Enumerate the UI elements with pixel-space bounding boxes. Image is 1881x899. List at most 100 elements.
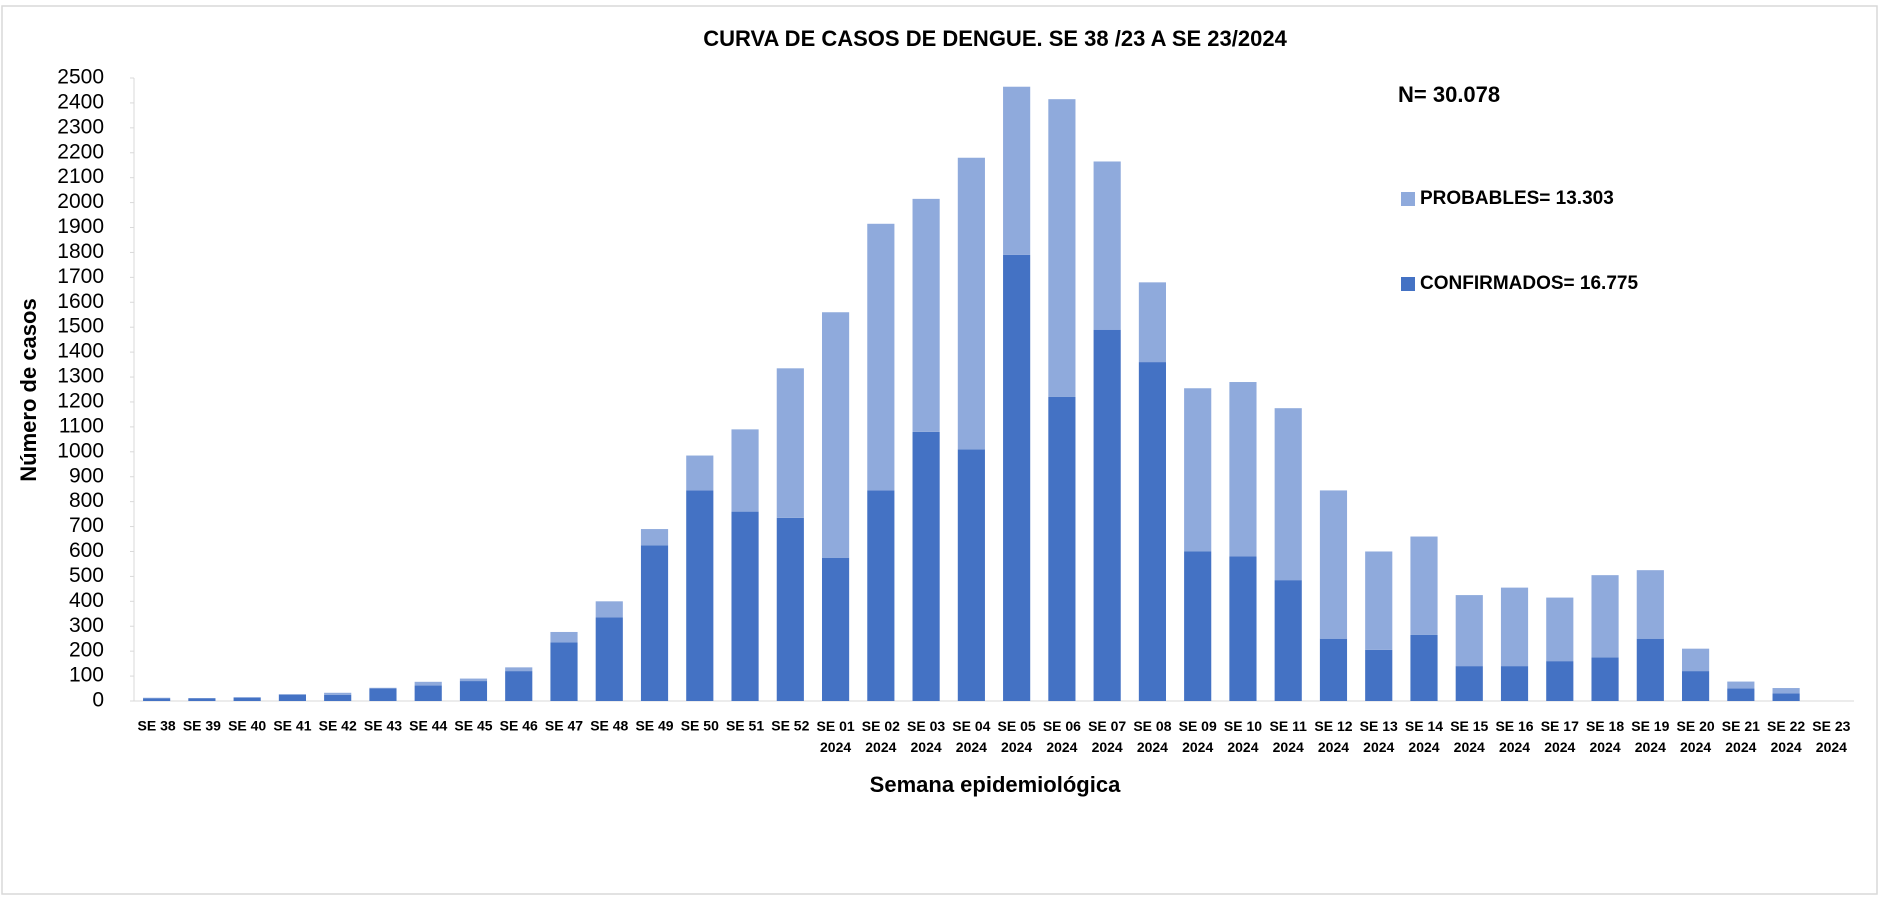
x-tick-label: SE 19 2024: [1631, 718, 1669, 755]
x-tick-label: SE 06 2024: [1043, 718, 1081, 755]
x-tick-label: SE 46: [500, 718, 538, 734]
x-tick-label: SE 49: [635, 718, 673, 734]
legend-label: PROBABLES= 13.303: [1420, 188, 1614, 209]
y-tick-label: 2100: [57, 165, 104, 188]
bar-segment: [1274, 408, 1302, 581]
bar-segment: [1048, 99, 1076, 397]
bar-segment: [1772, 693, 1800, 701]
annotation: N= 30.078: [1398, 82, 1500, 107]
bar-segment: [1138, 282, 1166, 363]
bar-segment: [1003, 254, 1031, 701]
y-axis-title: Número de casos: [16, 298, 41, 481]
bar-segment: [1184, 388, 1212, 552]
bar-segment: [776, 517, 804, 701]
x-tick-label: SE 52: [771, 718, 809, 734]
bar-segment: [369, 688, 397, 701]
bar-segment: [1274, 580, 1302, 701]
bar-segment: [1184, 551, 1212, 701]
y-tick-label: 1000: [57, 439, 104, 462]
bar-segment: [324, 694, 352, 701]
x-tick-label: SE 41: [273, 718, 311, 734]
bar-segment: [867, 490, 895, 701]
chart-title: CURVA DE CASOS DE DENGUE. SE 38 /23 A SE…: [703, 26, 1287, 51]
x-tick-label: SE 16 2024: [1495, 718, 1533, 755]
bar-segment: [731, 511, 759, 701]
bar-segment: [1003, 86, 1031, 255]
bar-segment: [414, 685, 442, 701]
bar-segment: [550, 631, 578, 643]
bar-segment: [1727, 688, 1755, 701]
y-tick-label: 1700: [57, 265, 104, 288]
bar-segment: [1591, 657, 1619, 701]
y-tick-label: 500: [69, 564, 104, 587]
x-tick-label: SE 50: [681, 718, 719, 734]
y-tick-label: 1900: [57, 215, 104, 238]
x-tick-label: SE 03 2024: [907, 718, 945, 755]
bar-segment: [324, 692, 352, 695]
bar-segment: [1772, 688, 1800, 694]
bar-segment: [459, 681, 488, 701]
bar-segment: [776, 368, 804, 518]
legend-swatch: [1401, 192, 1415, 206]
bar-segment: [414, 681, 442, 686]
bar-segment: [505, 671, 533, 701]
bar-segment: [1319, 638, 1348, 701]
bar-segment: [1591, 575, 1619, 658]
y-tick-label: 0: [92, 689, 104, 712]
x-tick-label: SE 23 2024: [1812, 718, 1850, 755]
bar-segment: [1048, 396, 1076, 701]
bar-segment: [1546, 597, 1574, 662]
bar-segment: [595, 617, 623, 701]
x-axis-title: Semana epidemiológica: [870, 772, 1121, 797]
bar-segment: [640, 529, 669, 546]
bar-segment: [957, 449, 985, 701]
x-tick-label: SE 13 2024: [1360, 718, 1398, 755]
x-tick-label: SE 01 2024: [817, 718, 855, 755]
bar-segment: [731, 429, 759, 512]
y-tick-label: 1200: [57, 390, 104, 413]
y-tick-label: 200: [69, 639, 104, 662]
bar-segment: [550, 642, 578, 701]
x-tick-label: SE 02 2024: [862, 718, 900, 755]
bar-segment: [912, 431, 940, 701]
bar-segment: [278, 694, 306, 701]
y-tick-label: 900: [69, 464, 104, 487]
x-tick-label: SE 05 2024: [998, 718, 1036, 755]
x-tick-label: SE 17 2024: [1541, 718, 1579, 755]
y-tick-label: 1400: [57, 340, 104, 363]
y-tick-label: 1600: [57, 290, 104, 313]
x-tick-label: SE 08 2024: [1133, 718, 1171, 755]
bar-segment: [143, 697, 171, 699]
legend-swatch: [1401, 277, 1415, 291]
y-tick-label: 2000: [57, 190, 104, 213]
bar-segment: [1727, 681, 1755, 689]
bar-segment: [595, 601, 623, 618]
x-tick-label: SE 11 2024: [1270, 718, 1308, 755]
x-tick-label: SE 42: [319, 718, 357, 734]
x-tick-label: SE 12 2024: [1314, 718, 1352, 755]
bar-segment: [1093, 161, 1121, 330]
bar-segment: [1410, 634, 1438, 701]
x-tick-label: SE 18 2024: [1586, 718, 1624, 755]
bar-segment: [1229, 382, 1257, 557]
bar-segment: [1500, 587, 1529, 667]
bar-segment: [1410, 536, 1438, 635]
y-tick-label: 1300: [57, 365, 104, 388]
bar-segment: [188, 698, 216, 701]
bar-segment: [278, 694, 306, 695]
bar-segment: [505, 667, 533, 672]
x-tick-label: SE 09 2024: [1179, 718, 1217, 755]
x-tick-label: SE 14 2024: [1405, 718, 1443, 755]
y-tick-label: 100: [69, 664, 104, 687]
x-tick-label: SE 40: [228, 718, 266, 734]
bar-segment: [143, 698, 171, 701]
bar-segment: [957, 157, 985, 450]
y-tick-label: 1100: [59, 414, 104, 437]
y-tick-label: 300: [69, 614, 104, 637]
y-tick-label: 2200: [57, 140, 104, 163]
y-tick-label: 2500: [57, 66, 104, 89]
x-tick-label: SE 20 2024: [1677, 718, 1715, 755]
bar-segment: [1682, 671, 1710, 701]
